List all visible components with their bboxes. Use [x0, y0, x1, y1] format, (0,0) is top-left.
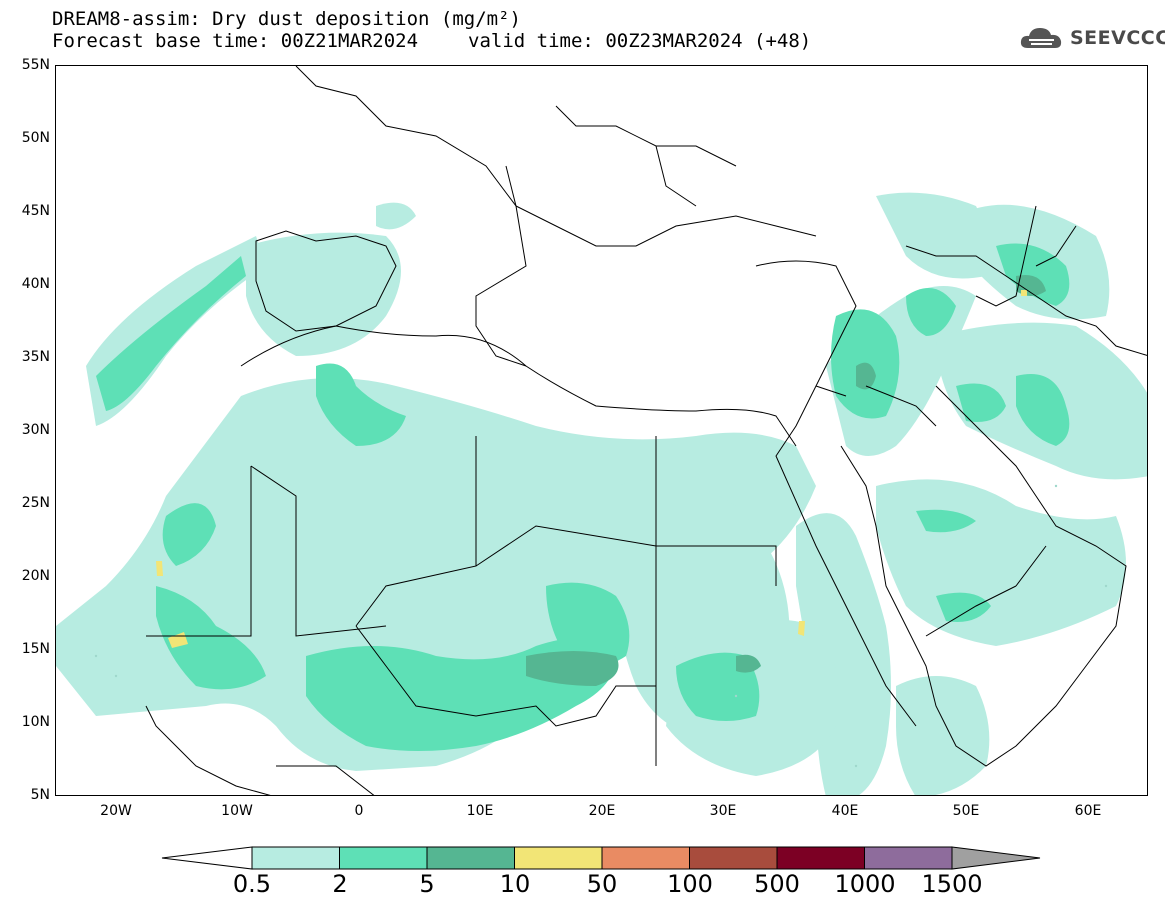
colorbar-label: 500 [754, 870, 800, 898]
lat-label: 20N [21, 568, 50, 584]
lat-label: 5N [30, 787, 50, 803]
lon-label: 30E [709, 803, 737, 819]
colorbar-label: 5 [419, 870, 435, 898]
lat-label: 25N [21, 495, 50, 511]
colorbar-cell [339, 846, 428, 870]
lon-label: 20E [588, 803, 616, 819]
lat-label: 55N [21, 57, 50, 73]
lon-label: 60E [1074, 803, 1102, 819]
lat-label: 35N [21, 349, 50, 365]
colorbar-label: 0.5 [232, 870, 272, 898]
cloud-icon [1020, 28, 1062, 48]
colorbar-cell [601, 846, 690, 870]
seevccc-logo: SEEVCCC [1018, 24, 1165, 52]
logo-text: SEEVCCC [1070, 27, 1165, 49]
colorbar-cell [426, 846, 515, 870]
colorbar-label: 50 [586, 870, 618, 898]
colorbar-label: 1000 [834, 870, 896, 898]
map-title: DREAM8-assim: Dry dust deposition (mg/m²… [52, 8, 811, 52]
colorbar-arrow-right [951, 846, 1041, 870]
lat-label: 45N [21, 203, 50, 219]
lon-label: 10E [466, 803, 494, 819]
colorbar-svg [161, 846, 1041, 870]
lon-label: 10W [221, 803, 253, 819]
lat-label: 10N [21, 714, 50, 730]
lat-label: 50N [21, 130, 50, 146]
title-valid-time: valid time: 00Z23MAR2024 (+48) [468, 30, 812, 52]
dust-deposition-map [56, 66, 1147, 795]
colorbar-label: 1500 [921, 870, 983, 898]
lon-label: 40E [831, 803, 859, 819]
colorbar-cell [514, 846, 603, 870]
title-product: DREAM8-assim: Dry dust deposition (mg/m²… [52, 8, 521, 30]
lon-label: 50E [952, 803, 980, 819]
colorbar-cell [864, 846, 953, 870]
colorbar-label: 10 [499, 870, 531, 898]
lon-label: 20W [100, 803, 132, 819]
dotted-contours [94, 484, 1108, 768]
colorbar-label: 2 [332, 870, 348, 898]
lat-label: 15N [21, 641, 50, 657]
title-base-time: Forecast base time: 00Z21MAR2024 [52, 30, 419, 52]
lat-label: 30N [21, 422, 50, 438]
colorbar-cell [689, 846, 778, 870]
country-borders [145, 66, 1147, 795]
colorbar-label: 100 [667, 870, 713, 898]
colorbar [160, 844, 1045, 876]
colorbar-arrow-left [161, 846, 253, 870]
lat-label: 40N [21, 276, 50, 292]
lon-label: 0 [354, 803, 364, 819]
colorbar-cell [251, 846, 340, 870]
map-panel [55, 65, 1148, 796]
colorbar-cell [776, 846, 865, 870]
